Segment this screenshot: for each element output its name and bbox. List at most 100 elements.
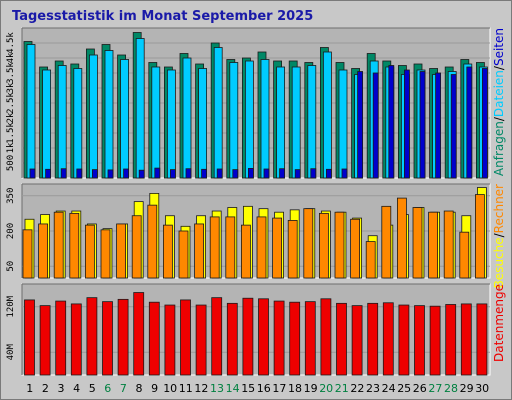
x-tick-label: 2 [42, 382, 49, 395]
dateien-bar [213, 47, 223, 179]
seiten-bar [154, 167, 161, 179]
seiten-bar [325, 168, 332, 179]
datenmenge-bar [273, 300, 285, 376]
dateien-bar [135, 38, 145, 179]
hits-y-tick-label: 2.5k [6, 92, 16, 114]
x-tick-label: 6 [104, 382, 111, 395]
seiten-bar [138, 169, 145, 179]
rechner-bar [412, 207, 423, 279]
x-axis-labels: 1 2 3 4 5 6 7 8 9 10 11 12 13 14 15 16 17 18 19 20 21 22 23 24 2… [26, 382, 489, 395]
dateien-bar [57, 65, 67, 179]
dateien-bar [198, 68, 208, 179]
legend-entry: Rechner [492, 184, 506, 233]
seiten-bar [403, 69, 410, 179]
datenmenge-bar [304, 301, 316, 376]
datenmenge-bar [133, 292, 145, 376]
datenmenge-bar [195, 304, 207, 376]
seiten-bar [169, 169, 176, 179]
dateien-bar [291, 66, 301, 179]
seiten-bar [435, 72, 442, 179]
rechner-bar [318, 212, 329, 279]
visits-legend: Besuche/Rechner [492, 184, 506, 288]
legend-entry: / [492, 116, 506, 121]
seiten-bar [341, 168, 348, 179]
rechner-bar [381, 205, 392, 279]
seiten-bar [372, 72, 379, 179]
x-tick-label: 21 [335, 382, 349, 395]
datenmenge-bar [460, 303, 472, 376]
rechner-bar [100, 229, 111, 279]
x-tick-label: 27 [428, 382, 442, 395]
datenmenge-bar [289, 301, 301, 376]
rechner-bar [240, 224, 251, 279]
x-tick-label: 28 [444, 382, 458, 395]
legend-entry: Anfragen [492, 121, 506, 176]
seiten-bar [216, 168, 223, 179]
legend-entry: / [492, 232, 506, 237]
x-tick-label: 7 [120, 382, 127, 395]
seiten-bar [185, 168, 192, 179]
rechner-bar [38, 223, 48, 279]
volume-legend: Datenmenge [492, 284, 506, 362]
datenmenge-bar [429, 305, 441, 376]
datenmenge-bar [70, 303, 82, 376]
x-tick-label: 16 [257, 382, 271, 395]
rechner-bar [365, 241, 376, 279]
panel-volume: 40M 120M [6, 283, 491, 376]
x-tick-label: 11 [179, 382, 193, 395]
seiten-bar [247, 167, 254, 179]
seiten-bar [419, 71, 426, 179]
seiten-bar [92, 169, 98, 179]
rechner-bar [396, 197, 407, 279]
rechner-bar [303, 208, 314, 279]
datenmenge-bar [24, 299, 35, 376]
seiten-bar [481, 68, 488, 179]
datenmenge-bar [414, 305, 425, 376]
rechner-bar [53, 211, 64, 279]
dateien-bar [338, 69, 348, 179]
datenmenge-bar [226, 302, 238, 376]
hits-y-tick-label: 500 [6, 155, 16, 171]
rechner-bar [85, 224, 95, 279]
hits-legend: Anfragen/Dateien/Seiten [492, 28, 506, 176]
datenmenge-bar [117, 298, 129, 376]
x-tick-label: 23 [366, 382, 380, 395]
x-tick-label: 5 [89, 382, 96, 395]
dateien-bar [120, 59, 129, 179]
hits-y-tick-label: 4.5k [6, 32, 16, 54]
dateien-bar [151, 66, 161, 179]
rechner-bar [256, 216, 267, 279]
x-tick-label: 8 [136, 382, 143, 395]
rechner-bar [334, 211, 345, 279]
datenmenge-bar [351, 305, 363, 376]
dateien-bar [229, 62, 239, 179]
dateien-bar [276, 66, 286, 179]
dateien-bar [244, 60, 254, 179]
dateien-bar [73, 68, 83, 179]
rechner-bar [22, 229, 33, 279]
side-legends: Anfragen/Dateien/Seiten Besuche/RechnerDa… [492, 28, 506, 362]
visits-y-tick-label: 50 [6, 261, 16, 272]
datenmenge-bar [367, 302, 379, 376]
rechner-bar [69, 212, 80, 279]
x-tick-label: 19 [304, 382, 318, 395]
seiten-bar [310, 168, 317, 179]
rechner-bar [162, 224, 173, 279]
rechner-bar [225, 216, 236, 279]
datenmenge-bar [86, 297, 98, 376]
volume-y-tick-label: 120M [6, 295, 16, 317]
seiten-bar [279, 168, 286, 179]
x-tick-label: 1 [26, 382, 33, 395]
datenmenge-bar [180, 299, 191, 376]
panel-visits: 50 200 350 [6, 183, 491, 279]
rechner-bar [116, 223, 126, 279]
x-tick-label: 24 [382, 382, 396, 395]
hits-y-tick-label: 3k [6, 82, 16, 93]
hits-y-tick-label: 4k [6, 52, 16, 63]
rechner-bar [272, 217, 283, 279]
seiten-bar [76, 168, 83, 179]
datenmenge-bar [258, 298, 269, 376]
